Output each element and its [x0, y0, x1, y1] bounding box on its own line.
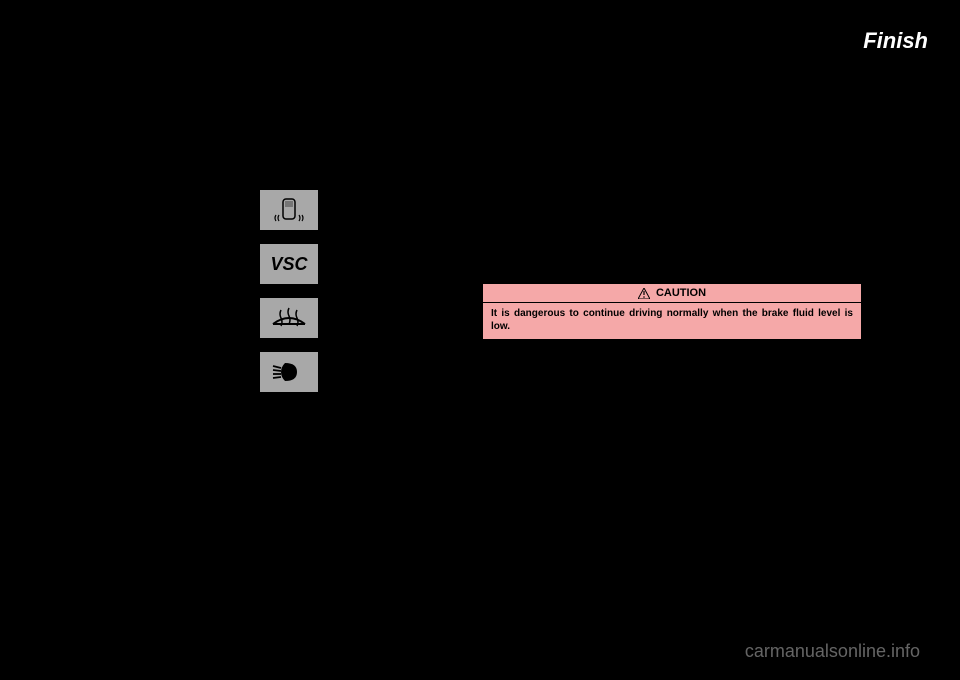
- caution-body-text: It is dangerous to continue driving norm…: [483, 303, 861, 339]
- page-title: Finish: [863, 28, 928, 54]
- warning-triangle-icon: [638, 288, 650, 299]
- headlight-icon: [260, 352, 318, 392]
- caution-header: CAUTION: [483, 284, 861, 303]
- slip-indicator-icon: [260, 190, 318, 230]
- windshield-heater-icon: [260, 298, 318, 338]
- indicator-icons-column: VSC: [260, 190, 318, 392]
- vsc-label: VSC: [270, 254, 307, 275]
- vsc-icon: VSC: [260, 244, 318, 284]
- watermark-text: carmanualsonline.info: [745, 641, 920, 662]
- caution-header-label: CAUTION: [656, 287, 706, 299]
- caution-box: CAUTION It is dangerous to continue driv…: [482, 283, 862, 340]
